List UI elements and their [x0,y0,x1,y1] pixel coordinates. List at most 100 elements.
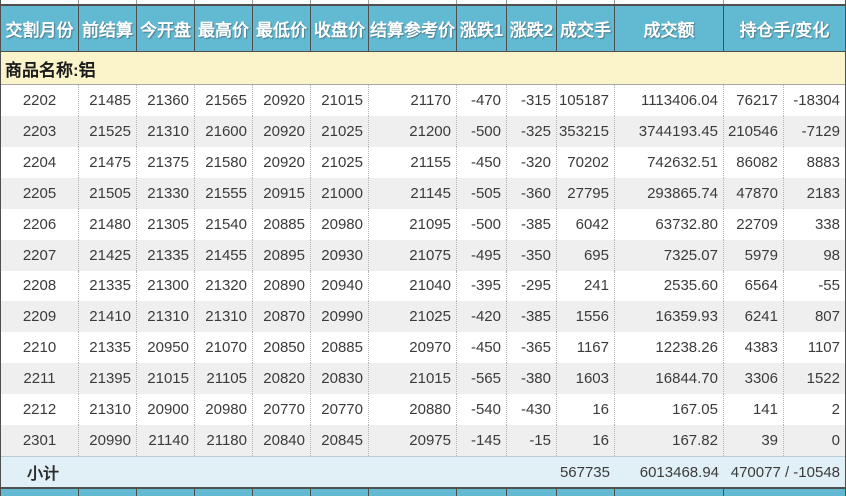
sliver-cell [369,0,457,4]
commodity-name-label: 商品名称:铝 [5,60,96,80]
cell-turnover: 2535.60 [615,270,724,302]
col-header-settlement-ref: 结算参考价 [369,6,457,51]
sliver-cell [1,0,79,4]
cell-high: 21555 [195,177,253,209]
cell-settlement-ref: 21015 [369,363,457,395]
cell-close: 20990 [311,301,369,333]
cell-volume: 6042 [557,208,615,240]
sliver-cell [79,489,137,496]
cell-prev-settlement: 21335 [79,270,137,302]
cell-low: 20885 [253,208,311,240]
col-header-low: 最低价 [253,6,311,51]
cell-low: 20850 [253,332,311,364]
cell-delivery-month: 2210 [1,332,79,364]
col-header-open: 今开盘 [137,6,195,51]
cell-high: 20980 [195,394,253,426]
cell-low: 20920 [253,85,311,116]
col-header-high: 最高价 [195,6,253,51]
cell-delivery-month: 2209 [1,301,79,333]
sliver-cell [557,489,615,496]
table-row: 2207 21425 21335 21455 20895 20930 21075 -495 -3… [1,239,845,271]
subtotal-row: 小计 567735 6013468.94 470077 / -10548 [1,456,845,487]
sliver-cell [311,489,369,496]
cell-change1: -395 [457,270,507,302]
cell-open-interest: 47870 [724,177,784,209]
sliver-cell [724,489,845,496]
cell-high: 21320 [195,270,253,302]
cell-oi-change: 1522 [806,370,840,388]
table-row: 2208 21335 21300 21320 20890 20940 21040 -395 -2… [1,270,845,302]
cell-change2: -320 [507,146,557,178]
cell-prev-settlement: 21310 [79,394,137,426]
cell-high: 21310 [195,301,253,333]
cell-close: 21000 [311,177,369,209]
cell-change1: -505 [457,177,507,209]
cell-change1: -500 [457,208,507,240]
cell-open: 21330 [137,177,195,209]
subtotal-volume: 567735 [559,463,610,481]
col-header-change1: 涨跌1 [457,6,507,51]
cell-turnover: 3744193.45 [615,115,724,147]
cell-settlement-ref: 20880 [369,394,457,426]
sliver-cell [615,0,724,4]
cell-oi-change: 807 [814,308,840,326]
cell-close: 20980 [311,208,369,240]
cell-low: 20895 [253,239,311,271]
sliver-cell [724,0,845,4]
table-row: 2209 21410 21310 21310 20870 20990 21025 -420 -3… [1,301,845,333]
cell-low: 20920 [253,115,311,147]
cell-low: 20770 [253,394,311,426]
cell-oi-change: 2 [831,401,840,419]
cell-delivery-month: 2206 [1,208,79,240]
cell-oi-change: 2183 [806,184,840,202]
cell-change2: -315 [507,85,557,116]
cell-turnover: 167.05 [615,394,724,426]
cell-oi-change: 0 [831,432,840,450]
cell-open-interest: 86082 [724,146,784,178]
cell-oi-change: 8883 [806,153,840,171]
cell-change1: -145 [457,425,507,457]
cell-close: 20845 [311,425,369,457]
subtotal-turnover: 6013468.94 [639,463,719,481]
cell-oi-change: -18304 [793,91,840,109]
col-header-change2: 涨跌2 [507,6,557,51]
col-header-close: 收盘价 [311,6,369,51]
cell-open: 21300 [137,270,195,302]
cell-settlement-ref: 21040 [369,270,457,302]
cell-turnover: 7325.07 [615,239,724,271]
cell-open: 20900 [137,394,195,426]
cell-open-interest: 4383 [724,332,784,364]
cell-low: 20820 [253,363,311,395]
cell-volume: 27795 [557,177,615,209]
sliver-cell [195,489,253,496]
sliver-cell [369,489,457,496]
cell-oi-change: 338 [814,215,840,233]
cell-close: 21015 [311,85,369,116]
table-row: 2206 21480 21305 21540 20885 20980 21095 -500 -3… [1,208,845,240]
cell-volume: 16 [557,394,615,426]
cell-open-interest: 6241 [724,301,784,333]
subtotal-open-interest-change: 470077 / -10548 [730,463,840,481]
cell-change1: -420 [457,301,507,333]
cell-high: 21105 [195,363,253,395]
cell-low: 20915 [253,177,311,209]
cell-open: 21140 [137,425,195,457]
cell-oi-change: 98 [823,246,840,264]
cell-open: 21015 [137,363,195,395]
cell-prev-settlement: 21480 [79,208,137,240]
sliver-cell [457,489,507,496]
cell-turnover: 16844.70 [615,363,724,395]
cell-open: 21335 [137,239,195,271]
sliver-cell [507,0,557,4]
cell-change2: -295 [507,270,557,302]
cell-turnover: 63732.80 [615,208,724,240]
cell-high: 21180 [195,425,253,457]
cell-close: 20830 [311,363,369,395]
cell-oi-change: 1107 [807,339,840,357]
cell-open-interest: 3306 [724,363,784,395]
sliver-cell [311,0,369,4]
cell-settlement-ref: 21155 [369,146,457,178]
cell-settlement-ref: 20970 [369,332,457,364]
cell-prev-settlement: 21485 [79,85,137,116]
sliver-cell [137,0,195,4]
